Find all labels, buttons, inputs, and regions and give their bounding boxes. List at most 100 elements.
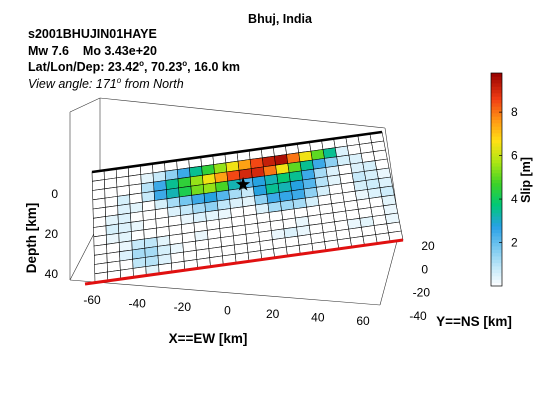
colorbar-segment (491, 159, 502, 164)
colorbar-segment (491, 216, 502, 220)
longitude: 70.23 (150, 60, 183, 74)
y-tick-label: -20 (413, 286, 431, 300)
colorbar-frame (490, 72, 503, 287)
colorbar-segment (491, 132, 502, 137)
colorbar-segment (491, 276, 502, 280)
axis-ticks: -60 -40 -20 0 20 40 60 X==EW [km] 0 20 40 Depth [km… (24, 187, 512, 346)
axes-box-edge (69, 279, 381, 306)
colorbar-segment (491, 282, 502, 287)
view-angle-line: View angle: 171o from North (28, 75, 184, 91)
colorbar-segment (491, 232, 502, 237)
colorbar-segment (491, 109, 502, 114)
x-tick-label: 20 (266, 307, 280, 321)
colorbar-segment (491, 79, 502, 84)
colorbar-segment (491, 272, 502, 277)
degree-mark: o (139, 58, 145, 68)
colorbar-segment (491, 202, 502, 207)
x-axis-label: X==EW [km] (169, 331, 248, 346)
slip-cell (225, 160, 240, 173)
depth-tick-label: 20 (45, 227, 59, 241)
x-tick-label: 0 (224, 304, 231, 318)
colorbar-segment (491, 186, 502, 190)
colorbar: 2 4 6 8 Slip [m] (490, 72, 533, 287)
colorbar-segment (491, 192, 502, 197)
colorbar-segment (491, 239, 502, 244)
colorbar-segment (491, 182, 502, 187)
colorbar-segment (491, 252, 502, 257)
colorbar-segment (491, 102, 502, 107)
latitude: 23.42 (107, 60, 140, 74)
depth-tick-label: 40 (45, 267, 59, 281)
event-id: s2001BHUJIN01HAYE (28, 27, 157, 41)
colorbar-segment (491, 179, 502, 184)
colorbar-segment (491, 222, 502, 227)
magnitude: Mw 7.6 (28, 44, 69, 58)
y-tick-label: 20 (421, 239, 435, 253)
x-tick-label: -40 (128, 297, 146, 311)
x-tick-label: 40 (311, 311, 325, 325)
colorbar-segment (491, 269, 502, 274)
colorbar-tick-label: 6 (511, 149, 518, 163)
colorbar-segment (491, 126, 502, 130)
colorbar-segment (491, 196, 502, 200)
colorbar-segment (491, 259, 502, 264)
colorbar-segment (491, 136, 502, 140)
colorbar-segment (491, 219, 502, 224)
colorbar-segment (491, 172, 502, 177)
colorbar-segment (491, 162, 502, 167)
view-angle: 171 (95, 77, 117, 91)
x-tick-label: -60 (83, 293, 101, 307)
colorbar-segment (491, 149, 502, 154)
chart-title: Bhuj, India (248, 12, 312, 26)
colorbar-tick-label: 8 (511, 105, 518, 119)
colorbar-segment (491, 76, 502, 81)
colorbar-segment (491, 246, 502, 250)
slip-grid (91, 131, 404, 284)
colorbar-segment (491, 256, 502, 260)
colorbar-segment (491, 266, 502, 270)
colorbar-tick-label: 2 (511, 236, 518, 250)
colorbar-segment (491, 112, 502, 117)
axes-box-edge (379, 229, 401, 306)
colorbar-segment (491, 226, 502, 230)
colorbar-segment (491, 189, 502, 194)
colorbar-segment (491, 209, 502, 214)
fault-top-edge (91, 130, 383, 174)
axes-box-edge (69, 97, 101, 113)
colorbar-segment (491, 242, 502, 247)
location-line: Lat/Lon/Dep: 23.42o, 70.23o, 16.0 km (28, 58, 240, 74)
y-tick-label: -40 (409, 309, 427, 323)
colorbar-segment (491, 122, 502, 127)
colorbar-segment (491, 199, 502, 204)
x-tick-label: -20 (174, 300, 192, 314)
fault-bottom-edge (84, 238, 404, 286)
colorbar-segment (491, 146, 502, 150)
colorbar-segment (491, 129, 502, 134)
depth-tick-label: 0 (51, 187, 58, 201)
colorbar-tick-label: 4 (511, 192, 518, 206)
colorbar-segment (491, 206, 502, 210)
colorbar-segment (491, 99, 502, 104)
colorbar-segment (491, 96, 502, 101)
axes-box-edge (99, 97, 386, 129)
colorbar-segment (491, 139, 502, 144)
y-axis-label: Y==NS [km] (436, 314, 512, 329)
magnitude-line: Mw 7.6 Mo 3.43e+20 (28, 44, 157, 58)
view-suffix: from North (121, 77, 184, 91)
depth: 16.0 km (194, 60, 240, 74)
degree-mark: o (116, 75, 122, 85)
colorbar-segment (491, 92, 502, 97)
slip-cell (128, 174, 142, 186)
colorbar-segment (491, 229, 502, 234)
degree-mark: o (182, 58, 188, 68)
view-prefix: View angle: (28, 77, 96, 91)
colorbar-segment (491, 119, 502, 124)
colorbar-segment (491, 86, 502, 91)
colorbar-segment (491, 169, 502, 174)
colorbar-segment (491, 106, 502, 111)
colorbar-segment (491, 249, 502, 254)
colorbar-label: Slip [m] (519, 157, 533, 203)
location-prefix: Lat/Lon/Dep: (28, 60, 108, 74)
y-tick-label: 0 (421, 262, 428, 276)
hypocenter-star-icon (235, 177, 251, 191)
